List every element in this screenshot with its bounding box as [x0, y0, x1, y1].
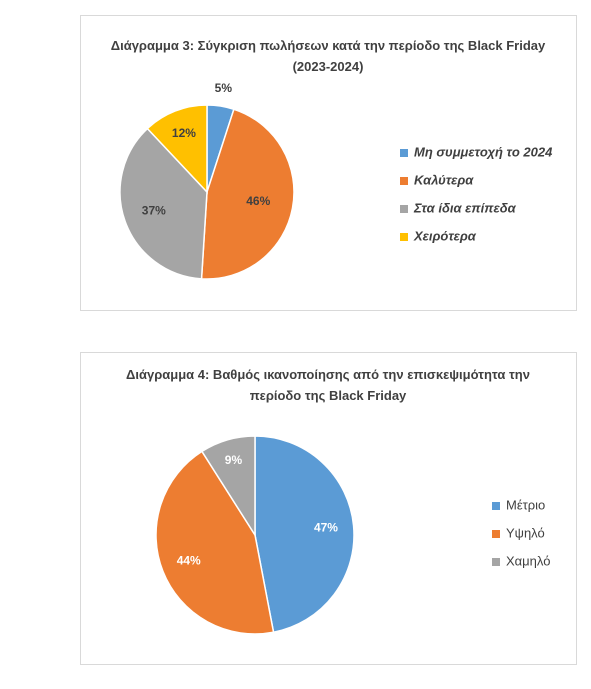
legend-swatch	[400, 205, 408, 213]
legend-label: Καλύτερα	[414, 172, 474, 187]
chart-title: Διάγραμμα 4: Βαθμός ικανοποίησης από την…	[126, 367, 530, 403]
legend-label: Χειρότερα	[413, 228, 477, 243]
pie-slice	[155, 450, 275, 635]
pie-slice	[254, 435, 355, 634]
legend-swatch	[400, 149, 408, 157]
data-label: 5%	[215, 81, 233, 95]
data-label: 46%	[246, 194, 270, 208]
pie-slice	[119, 127, 208, 280]
legend-swatch	[400, 233, 408, 241]
data-label: 37%	[142, 203, 166, 217]
pie-slice	[146, 104, 208, 194]
legend-swatch	[400, 177, 408, 185]
legend-swatch	[492, 530, 500, 538]
data-label: 47%	[314, 520, 338, 534]
legend-label: Μη συμμετοχή το 2024	[414, 144, 553, 159]
legend-label: Μέτριο	[506, 497, 545, 512]
legend-swatch	[492, 502, 500, 510]
pie-slice	[200, 435, 256, 538]
data-label: 44%	[177, 553, 201, 567]
pie-slice	[200, 108, 295, 280]
legend-swatch	[492, 558, 500, 566]
legend-label: Στα ίδια επίπεδα	[413, 200, 517, 215]
legend-label: Χαμηλό	[506, 553, 550, 568]
data-label: 9%	[225, 453, 243, 467]
data-label: 12%	[172, 126, 196, 140]
legend-label: Υψηλό	[506, 525, 545, 540]
chart-title: Διάγραμμα 3: Σύγκριση πωλήσεων κατά την …	[111, 38, 546, 74]
